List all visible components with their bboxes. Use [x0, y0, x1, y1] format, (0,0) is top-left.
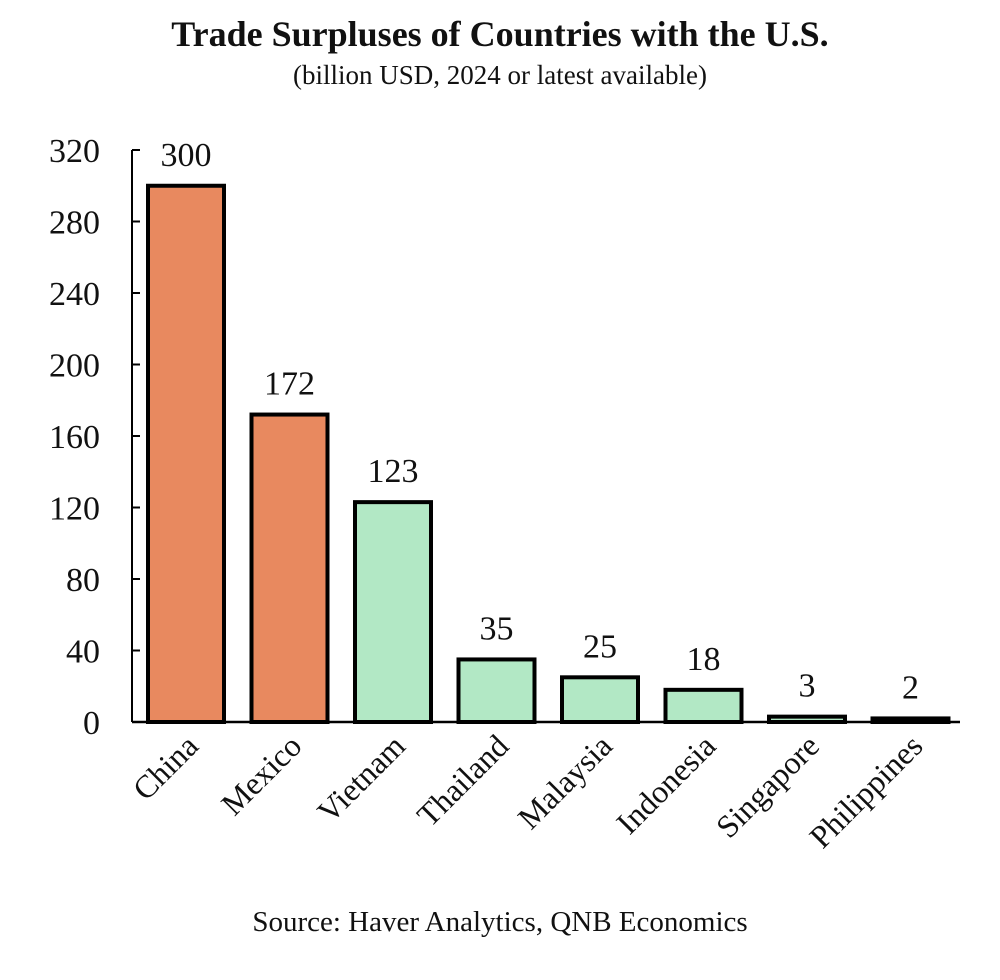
value-labels: 300 172 123 35 25 18 3 2	[161, 137, 920, 707]
y-tick-label: 280	[49, 205, 100, 242]
y-tick-label: 240	[49, 276, 100, 313]
bar-mexico	[249, 412, 330, 724]
y-tick-label: 0	[83, 705, 100, 742]
x-axis-labels: China Mexico VietnamThailandMalaysiaIndone…	[125, 727, 929, 854]
chart-subtitle: (billion USD, 2024 or latest available)	[293, 60, 707, 90]
y-tick-label: 80	[66, 562, 100, 599]
y-tick-label: 160	[49, 419, 100, 456]
bars	[146, 183, 951, 725]
bar-value-label: 3	[799, 668, 816, 705]
chart-source: Source: Haver Analytics, QNB Economics	[252, 906, 748, 938]
bar-indonesia	[663, 687, 744, 725]
bar-value-label: 35	[480, 610, 514, 647]
bar-value-label: 25	[583, 628, 617, 665]
x-category-label: Vietnam	[310, 727, 412, 829]
x-category-label: Malaysia	[511, 727, 619, 835]
x-category-label: Thailand	[410, 727, 516, 833]
y-tick-label: 320	[49, 133, 100, 170]
y-tick-label: 40	[66, 634, 100, 671]
y-tick-label: 120	[49, 491, 100, 528]
bar-value-label: 300	[161, 137, 212, 174]
bar-value-label: 172	[264, 366, 315, 403]
y-axis-ticks: 0 40 80 120 160 200 240 280 320	[49, 133, 140, 742]
x-category-label: Mexico	[214, 727, 309, 822]
bar-value-label: 2	[902, 669, 919, 706]
x-category-label: Indonesia	[609, 727, 722, 840]
bar-value-label: 123	[368, 453, 419, 490]
bar-value-label: 18	[687, 641, 721, 678]
y-tick-label: 200	[49, 348, 100, 385]
bar-thailand	[456, 657, 537, 724]
x-category-label: China	[125, 727, 205, 807]
bar-china	[146, 183, 226, 724]
chart-title: Trade Surpluses of Countries with the U.…	[171, 14, 829, 54]
x-category-label: Philippines	[802, 727, 929, 854]
bar-vietnam	[353, 500, 433, 725]
bar-malaysia	[560, 675, 640, 724]
